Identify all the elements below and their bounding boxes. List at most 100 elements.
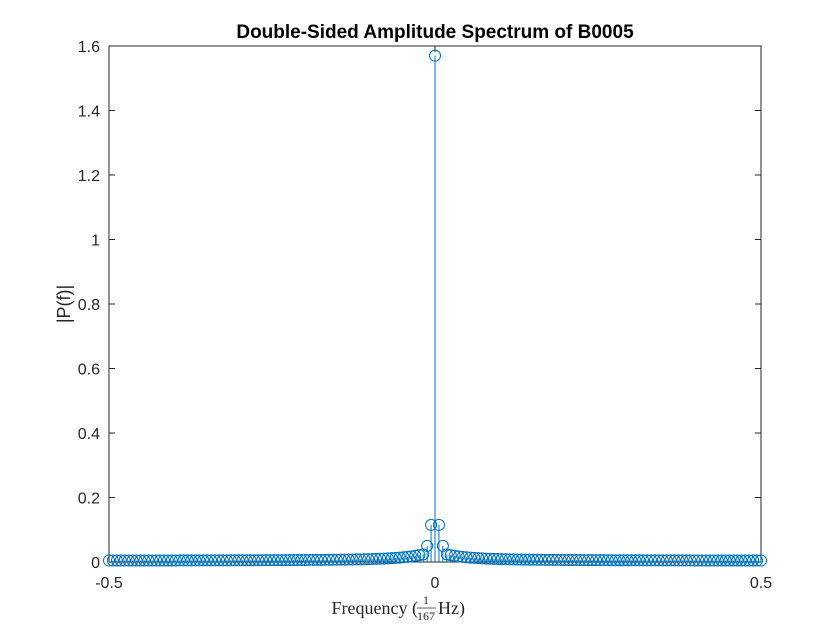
stem — [672, 554, 685, 567]
stem — [417, 548, 430, 562]
stem — [660, 554, 673, 567]
stem-marker — [574, 554, 587, 567]
stem — [645, 554, 658, 567]
stem-marker — [409, 549, 422, 562]
stem-marker — [448, 549, 461, 562]
x-tick-label: 0.5 — [750, 575, 772, 592]
stem-marker — [711, 554, 724, 567]
stem — [401, 550, 414, 563]
stem-marker — [452, 550, 465, 563]
stem-marker — [205, 554, 218, 567]
stem-marker — [381, 552, 394, 565]
stem-marker — [688, 554, 701, 567]
stem-marker — [605, 554, 618, 567]
stem-marker — [613, 554, 626, 567]
stem-marker — [283, 554, 296, 567]
stem — [146, 554, 159, 567]
stem — [735, 554, 748, 567]
stem-marker — [393, 551, 406, 564]
stem-marker — [519, 553, 532, 566]
stem — [751, 554, 764, 567]
stem — [236, 554, 249, 567]
stem — [205, 554, 218, 567]
stem-marker — [656, 554, 669, 567]
x-tick-label: 0 — [431, 575, 440, 592]
stem — [476, 552, 489, 565]
stem — [637, 554, 650, 567]
stem — [173, 554, 186, 567]
stem-marker — [197, 554, 210, 567]
stem-marker — [322, 553, 335, 566]
stem — [511, 553, 524, 566]
stem-marker — [621, 554, 634, 567]
stem-marker — [150, 554, 163, 567]
stem-marker — [739, 554, 752, 567]
stem — [256, 554, 269, 567]
stem-marker — [676, 554, 689, 567]
stem-marker — [538, 553, 551, 566]
stem — [275, 554, 288, 567]
stem-marker — [531, 553, 544, 566]
stem — [448, 549, 461, 562]
stem-marker — [232, 554, 245, 567]
stem — [688, 554, 701, 567]
stem — [224, 554, 237, 567]
stem-marker — [641, 554, 654, 567]
stem-marker — [342, 553, 355, 566]
stem — [656, 554, 669, 567]
stem-marker — [220, 554, 233, 567]
stem — [715, 554, 728, 567]
stem-marker — [684, 554, 697, 567]
stem-marker — [472, 552, 485, 565]
stem-marker — [354, 553, 367, 566]
stem-marker — [456, 550, 469, 563]
stem-marker — [487, 552, 500, 565]
stem — [700, 554, 713, 567]
stem-marker — [578, 554, 591, 567]
stem — [629, 554, 642, 567]
stem-marker — [601, 554, 614, 567]
stem-marker — [212, 554, 225, 567]
stem-series — [103, 49, 767, 567]
stem — [436, 539, 449, 562]
stem — [593, 554, 606, 567]
stem — [326, 553, 339, 566]
y-tick-label: 0.6 — [78, 362, 100, 379]
stem-marker — [743, 554, 756, 567]
stem-marker — [338, 553, 351, 566]
stem-marker — [122, 554, 135, 567]
stem-marker — [248, 554, 261, 567]
stem — [487, 552, 500, 565]
stem — [260, 554, 273, 567]
stem — [747, 554, 760, 567]
stem-marker — [130, 554, 143, 567]
y-tick-label: 0.8 — [78, 297, 100, 314]
stem-marker — [114, 554, 127, 567]
stem — [727, 554, 740, 567]
x-axis-label-fraction-denominator: 167 — [417, 609, 435, 623]
stem — [154, 554, 167, 567]
stem — [527, 553, 540, 566]
stem-marker — [279, 554, 292, 567]
stem-marker — [358, 553, 371, 566]
stem-marker — [189, 554, 202, 567]
stem-marker — [405, 550, 418, 563]
stem-marker — [652, 554, 665, 567]
stem-marker — [672, 554, 685, 567]
stem — [696, 554, 709, 567]
stem — [574, 554, 587, 567]
stem-marker — [542, 553, 555, 566]
stem — [271, 554, 284, 567]
stem — [617, 554, 630, 567]
x-axis-label: Frequency ( 1 167 Hz) — [332, 593, 465, 623]
stem-marker — [244, 554, 257, 567]
stem-marker — [154, 554, 167, 567]
stem — [692, 554, 705, 567]
y-tick-label: 1.2 — [78, 168, 100, 185]
stem — [625, 554, 638, 567]
stem — [578, 554, 591, 567]
stem-marker — [346, 553, 359, 566]
stem — [248, 554, 261, 567]
stem-marker — [421, 539, 434, 552]
stem-marker — [377, 552, 390, 565]
